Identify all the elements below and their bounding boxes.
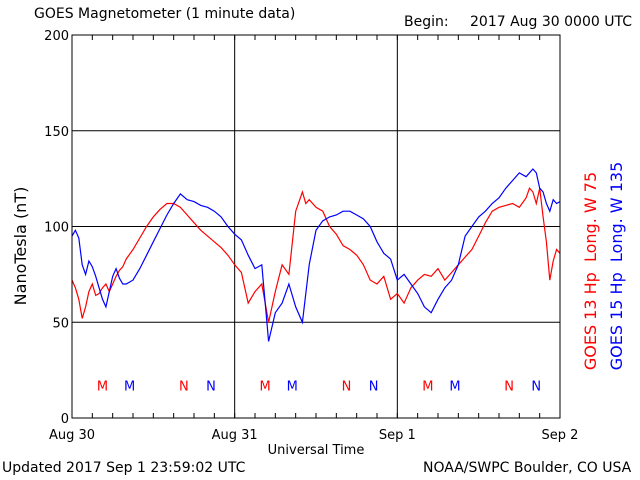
series-layer bbox=[71, 168, 561, 342]
midnight-marker: M bbox=[287, 379, 298, 394]
chart-title: GOES Magnetometer (1 minute data) bbox=[34, 6, 296, 22]
midnight-marker: M bbox=[97, 379, 108, 394]
goes15-line bbox=[71, 168, 561, 342]
legend-goes13: GOES 13 Hp Long. W 75 bbox=[581, 172, 600, 370]
tick-layer: 0 50 100 150 200 Aug 30 Aug 31 Sep 1 Sep 2 bbox=[44, 29, 578, 443]
noon-marker: N bbox=[531, 379, 541, 394]
noon-marker: N bbox=[342, 379, 352, 394]
y-axis-label: NanoTesla (nT) bbox=[11, 187, 30, 306]
x-tick-label: Sep 1 bbox=[379, 428, 416, 443]
noon-marker: N bbox=[206, 379, 216, 394]
midnight-marker: M bbox=[124, 379, 135, 394]
y-tick-label: 100 bbox=[44, 221, 69, 236]
grid-layer bbox=[72, 35, 560, 418]
y-tick-label: 150 bbox=[44, 125, 69, 140]
midnight-marker: M bbox=[422, 379, 433, 394]
midnight-marker: M bbox=[449, 379, 460, 394]
noon-marker: N bbox=[369, 379, 379, 394]
midnight-marker: M bbox=[260, 379, 271, 394]
noon-marker: N bbox=[504, 379, 514, 394]
y-tick-label: 0 bbox=[61, 412, 69, 427]
credit-label: NOAA/SWPC Boulder, CO USA bbox=[423, 460, 632, 476]
goes13-line bbox=[71, 187, 561, 323]
updated-timestamp: Updated 2017 Sep 1 23:59:02 UTC bbox=[2, 460, 246, 476]
x-tick-label: Sep 2 bbox=[542, 428, 579, 443]
x-tick-label: Aug 30 bbox=[49, 428, 95, 443]
noon-marker: N bbox=[179, 379, 189, 394]
legend-goes15: GOES 15 Hp Long. W 135 bbox=[607, 162, 626, 370]
y-tick-label: 50 bbox=[52, 316, 69, 331]
x-tick-label: Aug 31 bbox=[212, 428, 258, 443]
y-tick-label: 200 bbox=[44, 29, 69, 44]
begin-value: 2017 Aug 30 0000 UTC bbox=[470, 14, 632, 30]
x-axis-label: Universal Time bbox=[268, 443, 365, 458]
begin-label: Begin: bbox=[404, 14, 449, 30]
